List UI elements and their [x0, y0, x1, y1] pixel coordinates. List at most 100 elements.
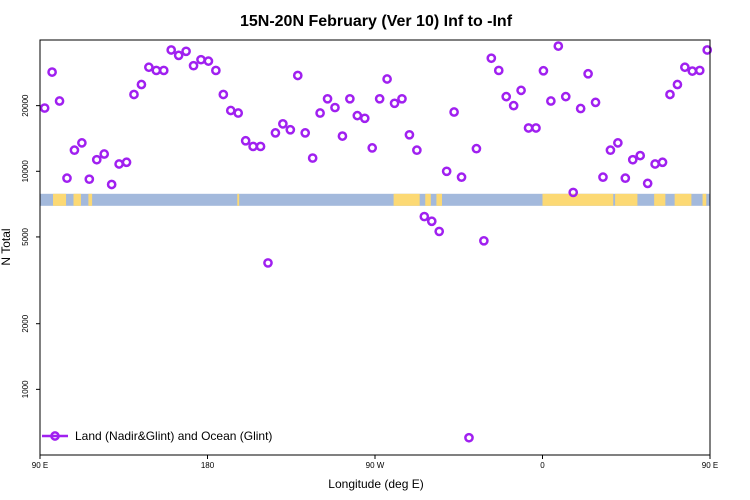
land-segment — [88, 193, 93, 206]
data-point — [479, 235, 489, 246]
data-point — [315, 108, 325, 118]
data-point — [233, 108, 244, 118]
data-point — [136, 79, 147, 90]
data-point — [322, 93, 333, 104]
data-point — [397, 93, 407, 104]
data-point — [620, 173, 631, 184]
data-point — [196, 54, 206, 65]
data-point — [680, 62, 690, 73]
data-point — [546, 96, 556, 106]
data-point — [359, 113, 370, 124]
data-point — [471, 143, 482, 154]
data-point — [590, 97, 601, 108]
data-points — [39, 41, 713, 443]
data-point — [248, 141, 258, 152]
data-point — [650, 159, 660, 169]
land-ocean-strip — [40, 193, 710, 206]
data-point — [114, 159, 124, 169]
y-axis-label: N Total — [0, 228, 13, 265]
data-point — [218, 89, 229, 100]
data-point — [352, 110, 363, 121]
data-point — [39, 103, 50, 113]
x-tick-label: 90 E — [32, 461, 48, 470]
data-point — [292, 70, 303, 81]
land-segment — [615, 193, 638, 206]
data-point — [404, 129, 415, 140]
data-point — [106, 179, 117, 190]
data-point — [144, 62, 154, 73]
land-segment — [674, 193, 692, 206]
data-point — [54, 96, 65, 106]
data-point — [635, 150, 646, 161]
y-tick-label: 10000 — [21, 160, 30, 183]
data-point — [553, 41, 564, 51]
data-point — [508, 100, 519, 111]
data-point — [501, 91, 512, 102]
data-point — [62, 173, 72, 184]
y-tick-label: 20000 — [21, 94, 30, 117]
data-point — [441, 166, 452, 177]
data-point — [285, 124, 296, 135]
data-point — [181, 46, 191, 57]
data-point — [516, 85, 526, 96]
data-point — [91, 154, 102, 165]
data-point — [702, 45, 713, 55]
data-point — [330, 102, 340, 113]
data-point — [367, 143, 378, 153]
y-tick-label: 2000 — [21, 314, 30, 332]
data-point — [493, 65, 504, 76]
land-segment — [73, 193, 81, 206]
y-tick-label: 1000 — [21, 380, 30, 398]
data-point — [389, 98, 400, 109]
data-point — [538, 65, 549, 76]
data-point — [77, 138, 87, 148]
data-point — [382, 74, 392, 84]
data-point — [270, 128, 281, 138]
data-point — [657, 157, 668, 168]
x-tick-label: 90 W — [366, 461, 385, 470]
data-point — [203, 56, 214, 66]
data-point — [337, 131, 348, 141]
x-axis-label: Longitude (deg E) — [328, 477, 423, 491]
data-point — [307, 153, 318, 163]
land-segment — [702, 193, 707, 206]
x-tick-label: 0 — [540, 461, 545, 470]
data-point — [560, 91, 571, 102]
data-point — [642, 178, 653, 189]
data-point — [627, 154, 638, 165]
chart-title: 15N-20N February (Ver 10) Inf to -Inf — [240, 13, 513, 30]
data-point — [449, 107, 459, 117]
data-point — [456, 172, 467, 182]
data-point — [188, 60, 199, 71]
data-point — [687, 66, 698, 76]
data-point — [568, 187, 579, 198]
data-point — [694, 65, 705, 76]
land-segment — [654, 193, 666, 206]
legend-label: Land (Nadir&Glint) and Ocean (Glint) — [75, 429, 272, 443]
data-point — [374, 93, 385, 104]
y-tick-label: 5000 — [21, 227, 30, 245]
data-point — [84, 174, 95, 185]
data-point — [278, 119, 288, 129]
data-point — [419, 211, 430, 222]
data-point — [583, 68, 593, 79]
data-point — [166, 45, 177, 55]
data-point — [173, 50, 184, 61]
legend: Land (Nadir&Glint) and Ocean (Glint) — [42, 429, 272, 443]
data-point — [575, 103, 586, 114]
data-point — [345, 93, 355, 104]
data-point — [129, 89, 139, 100]
data-point — [486, 53, 497, 64]
data-point — [47, 67, 57, 77]
data-point — [211, 65, 221, 76]
data-point — [613, 138, 623, 148]
data-point — [99, 149, 110, 159]
data-point — [672, 79, 683, 90]
data-point — [263, 258, 273, 268]
land-segment — [436, 193, 442, 206]
data-point — [426, 216, 437, 227]
legend-marker — [50, 431, 60, 441]
data-point — [225, 105, 236, 116]
data-point — [665, 89, 675, 100]
data-point — [255, 141, 266, 152]
